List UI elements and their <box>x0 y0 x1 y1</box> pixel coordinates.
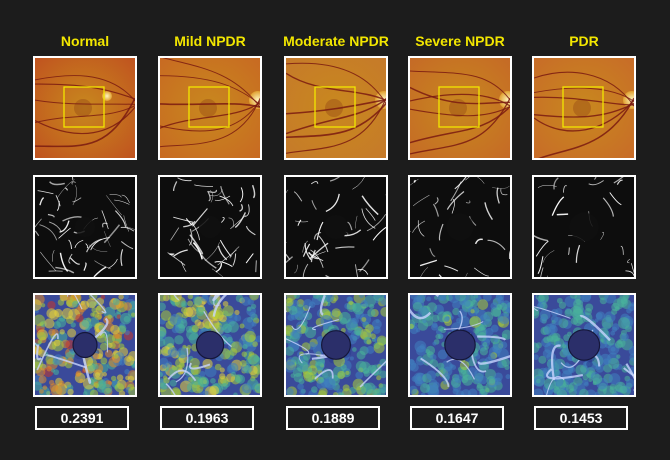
density-value: 0.2391 <box>35 406 129 430</box>
fundus-photo <box>408 56 512 160</box>
vessel-density-heatmap <box>408 293 512 397</box>
density-value: 0.1889 <box>286 406 380 430</box>
stage-column: Mild NPDR 0.1963 <box>158 0 262 460</box>
vessel-density-heatmap <box>33 293 137 397</box>
octa-angiogram <box>408 175 512 279</box>
octa-angiogram <box>33 175 137 279</box>
stage-column: PDR 0.1453 <box>532 0 636 460</box>
fundus-photo <box>158 56 262 160</box>
vessel-density-heatmap <box>532 293 636 397</box>
vessel-density-heatmap <box>158 293 262 397</box>
vessel-density-heatmap <box>284 293 388 397</box>
density-value: 0.1453 <box>534 406 628 430</box>
fundus-photo <box>33 56 137 160</box>
stage-title: Normal <box>60 33 110 49</box>
octa-angiogram <box>532 175 636 279</box>
stage-title: Severe NPDR <box>415 33 505 49</box>
stage-title: Moderate NPDR <box>283 33 389 49</box>
fundus-photo <box>532 56 636 160</box>
density-value: 0.1647 <box>410 406 504 430</box>
density-value: 0.1963 <box>160 406 254 430</box>
octa-angiogram <box>284 175 388 279</box>
stage-column: Moderate NPDR 0.1889 <box>283 0 389 460</box>
octa-angiogram <box>158 175 262 279</box>
stage-title: Mild NPDR <box>174 33 246 49</box>
fundus-photo <box>284 56 388 160</box>
stage-column: Normal 0.2391 <box>33 0 137 460</box>
stage-column: Severe NPDR 0.1647 <box>408 0 512 460</box>
stage-title: PDR <box>569 33 599 49</box>
